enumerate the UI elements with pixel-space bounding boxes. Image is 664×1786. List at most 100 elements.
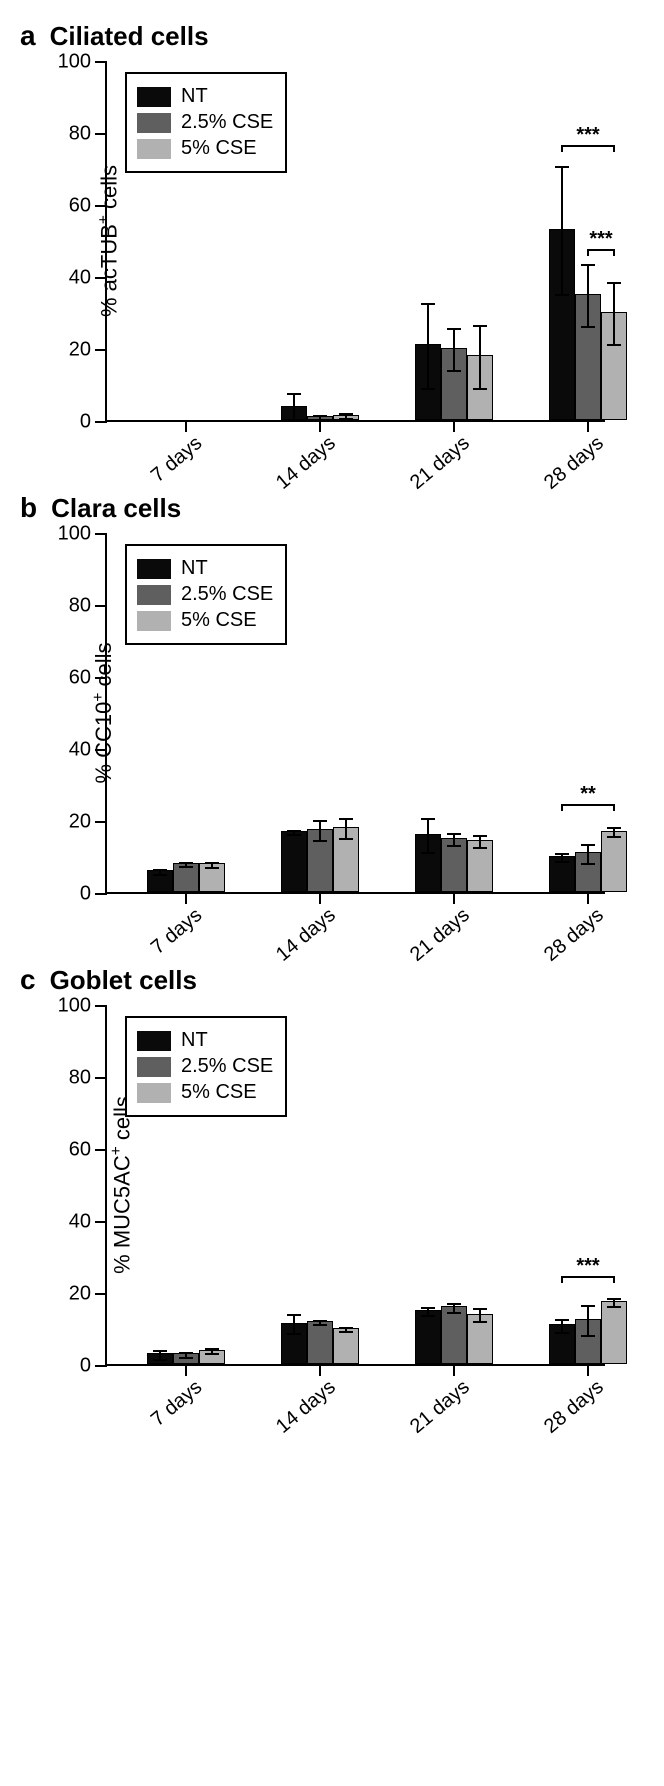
legend-label: NT — [181, 1029, 208, 1052]
error-cap — [339, 818, 353, 820]
bar — [601, 831, 627, 892]
error-cap — [313, 820, 327, 822]
legend: NT 2.5% CSE 5% CSE — [125, 544, 287, 645]
significance-label: ** — [580, 784, 596, 804]
error-cap — [339, 838, 353, 840]
bar — [281, 831, 307, 892]
significance-bracket-end — [613, 804, 615, 811]
panel-letter: a — [20, 20, 36, 52]
error-cap — [581, 863, 595, 865]
x-tick-label: 7 days — [147, 432, 207, 488]
x-tick-label: 7 days — [147, 904, 207, 960]
y-tick-label: 0 — [80, 1355, 107, 1378]
error-cap — [339, 418, 353, 420]
x-tick-label: 14 days — [272, 904, 340, 967]
panel-title: Goblet cells — [50, 965, 197, 996]
error-bar — [293, 393, 295, 422]
error-cap — [153, 1350, 167, 1352]
significance-bracket-end — [613, 249, 615, 256]
legend-swatch — [137, 611, 171, 631]
legend-swatch — [137, 559, 171, 579]
x-tick-label: 28 days — [540, 904, 608, 967]
error-cap — [447, 328, 461, 330]
legend-swatch — [137, 1031, 171, 1051]
legend-item: 5% CSE — [137, 1081, 273, 1104]
significance-bracket-end — [561, 804, 563, 811]
legend-label: 5% CSE — [181, 609, 257, 632]
error-bar — [587, 1305, 589, 1337]
legend-item: 2.5% CSE — [137, 583, 273, 606]
chart-area: % MUC5AC+ cells0204060801007 days14 days… — [105, 1006, 605, 1366]
error-cap — [313, 1324, 327, 1326]
x-tick — [319, 1364, 322, 1376]
panel-header: c Goblet cells — [20, 964, 644, 996]
chart-area: % CC10+ cells0204060801007 days14 days21… — [105, 534, 605, 894]
error-cap — [555, 861, 569, 863]
error-cap — [287, 1314, 301, 1316]
error-cap — [581, 844, 595, 846]
error-bar — [319, 820, 321, 842]
error-cap — [421, 388, 435, 390]
significance-label: *** — [589, 229, 612, 249]
error-bar — [613, 282, 615, 347]
panel-header: aCiliated cells — [20, 20, 644, 52]
error-bar — [587, 844, 589, 866]
error-cap — [473, 835, 487, 837]
error-cap — [581, 264, 595, 266]
error-cap — [205, 1348, 219, 1350]
legend-item: 2.5% CSE — [137, 1055, 273, 1078]
panel-a: aCiliated cells% acTUB+ cells02040608010… — [20, 20, 644, 422]
legend-label: NT — [181, 85, 208, 108]
error-cap — [447, 845, 461, 847]
bar — [601, 1301, 627, 1364]
legend-swatch — [137, 139, 171, 159]
legend-swatch — [137, 1083, 171, 1103]
x-tick-label: 14 days — [272, 432, 340, 495]
error-cap — [205, 1353, 219, 1355]
error-cap — [555, 294, 569, 296]
y-tick-label: 20 — [69, 1283, 107, 1306]
x-tick — [587, 420, 590, 432]
y-tick-label: 0 — [80, 883, 107, 906]
error-bar — [561, 166, 563, 296]
y-tick-label: 20 — [69, 339, 107, 362]
legend-label: 5% CSE — [181, 1081, 257, 1104]
legend-item: 5% CSE — [137, 137, 273, 160]
panel-letter: c — [20, 964, 36, 996]
error-cap — [421, 852, 435, 854]
bar — [307, 1321, 333, 1364]
error-bar — [293, 1314, 295, 1336]
error-cap — [153, 869, 167, 871]
x-tick — [185, 892, 188, 904]
error-cap — [153, 874, 167, 876]
y-tick-label: 100 — [58, 523, 107, 546]
y-axis-title: % MUC5AC+ cells — [108, 1096, 135, 1274]
error-cap — [607, 1298, 621, 1300]
legend-swatch — [137, 1057, 171, 1077]
error-cap — [339, 413, 353, 415]
error-cap — [581, 1305, 595, 1307]
panel-header: bClara cells — [20, 492, 644, 524]
error-cap — [179, 866, 193, 868]
x-tick-label: 7 days — [147, 1376, 207, 1432]
y-axis-title: % acTUB+ cells — [95, 165, 122, 317]
error-cap — [447, 833, 461, 835]
legend-label: 2.5% CSE — [181, 583, 273, 606]
error-cap — [473, 847, 487, 849]
significance-bracket-end — [613, 1276, 615, 1283]
y-tick-label: 80 — [69, 595, 107, 618]
error-cap — [421, 818, 435, 820]
bar — [333, 1328, 359, 1364]
error-cap — [473, 325, 487, 327]
significance-bracket-end — [561, 1276, 563, 1283]
y-tick-label: 60 — [69, 1139, 107, 1162]
error-cap — [581, 1335, 595, 1337]
y-tick-label: 40 — [69, 1211, 107, 1234]
error-cap — [287, 393, 301, 395]
error-cap — [447, 370, 461, 372]
legend-item: NT — [137, 557, 273, 580]
error-bar — [453, 328, 455, 371]
legend: NT 2.5% CSE 5% CSE — [125, 72, 287, 173]
legend-label: NT — [181, 557, 208, 580]
legend-item: 2.5% CSE — [137, 111, 273, 134]
